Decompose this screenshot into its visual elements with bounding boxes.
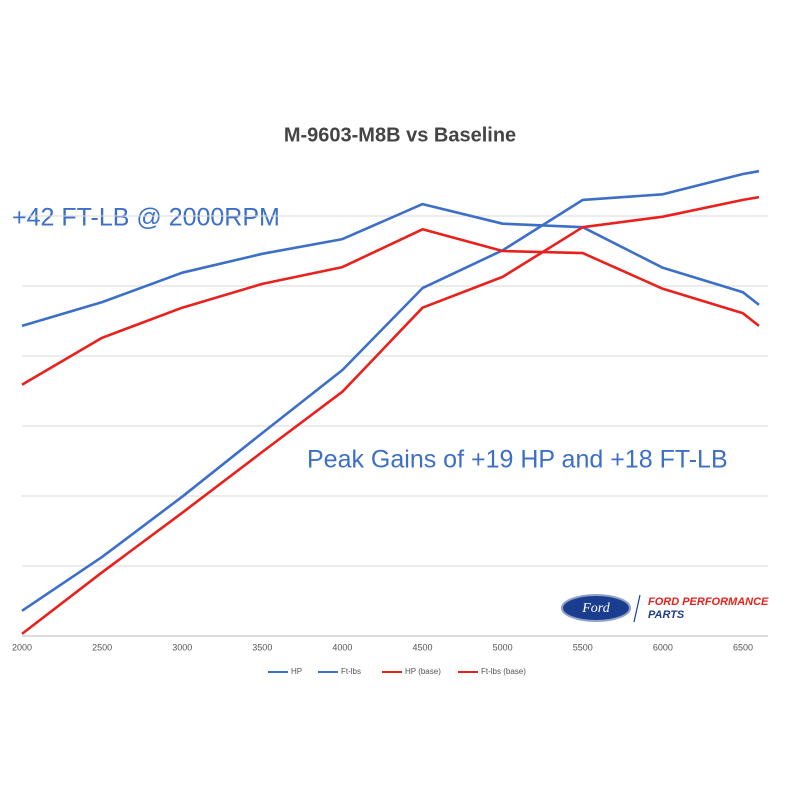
x-tick-label: 4000 — [332, 642, 352, 652]
logo-text: FORD PERFORMANCE — [648, 596, 769, 608]
x-tick-label: 6000 — [653, 642, 673, 652]
x-tick-label: 5500 — [573, 642, 593, 652]
x-tick-label: 4500 — [413, 642, 433, 652]
series-line — [21, 169, 760, 612]
legend-label: Ft-lbs — [341, 667, 361, 676]
series-line — [21, 195, 760, 635]
legend-label: HP (base) — [405, 667, 441, 676]
logo: Ford FORD PERFORMANCE PARTS — [561, 594, 769, 623]
annotation: +42 FT-LB @ 2000RPM — [12, 204, 280, 232]
chart-title: M-9603-M8B vs Baseline — [284, 124, 516, 146]
x-tick-label: 2500 — [92, 642, 112, 652]
x-tick-label: 3000 — [172, 642, 192, 652]
logo-oval — [561, 594, 631, 622]
legend-label: Ft-lbs (base) — [481, 667, 526, 676]
legend-label: HP — [291, 667, 302, 676]
logo-text: PARTS — [648, 609, 685, 621]
x-tick-label: 5000 — [493, 642, 513, 652]
annotation: Peak Gains of +19 HP and +18 FT-LB — [307, 446, 728, 474]
x-tick-label: 3500 — [252, 642, 272, 652]
x-tick-label: 2000 — [12, 642, 32, 652]
series-line — [21, 228, 760, 386]
logo-divider — [633, 594, 641, 623]
series-line — [21, 202, 760, 328]
logo-badge: Ford — [581, 601, 610, 616]
x-tick-label: 6500 — [733, 642, 753, 652]
